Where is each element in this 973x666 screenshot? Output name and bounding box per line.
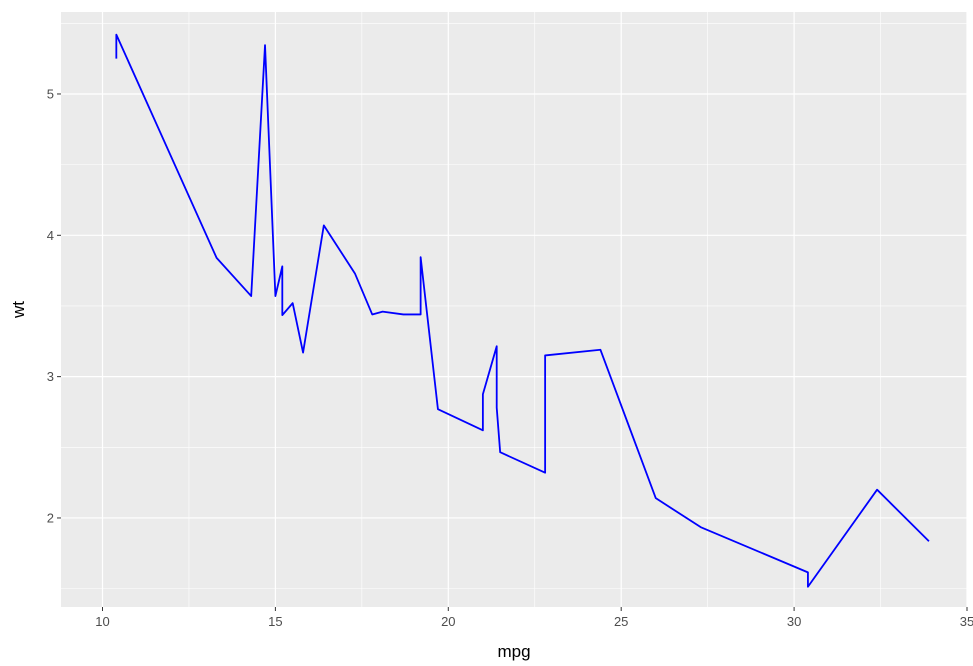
x-axis: 10 15 20 25 30 35 <box>95 607 973 629</box>
y-axis-title: wt <box>9 301 28 319</box>
x-axis-title: mpg <box>497 642 530 661</box>
x-tick-label: 15 <box>268 614 282 629</box>
major-gridlines <box>61 12 968 607</box>
y-tick-label: 2 <box>47 510 54 525</box>
y-tick-label: 5 <box>47 86 54 101</box>
y-axis: 2 3 4 5 <box>47 86 61 525</box>
x-tick-label: 10 <box>95 614 109 629</box>
y-tick-label: 4 <box>47 228 54 243</box>
x-tick-label: 30 <box>787 614 801 629</box>
x-tick-label: 25 <box>614 614 628 629</box>
y-tick-label: 3 <box>47 369 54 384</box>
plot-panel <box>61 12 967 607</box>
minor-gridlines <box>61 12 967 607</box>
series-line-wt-vs-mpg <box>115 33 930 588</box>
x-tick-label: 20 <box>441 614 455 629</box>
x-tick-label: 35 <box>960 614 973 629</box>
